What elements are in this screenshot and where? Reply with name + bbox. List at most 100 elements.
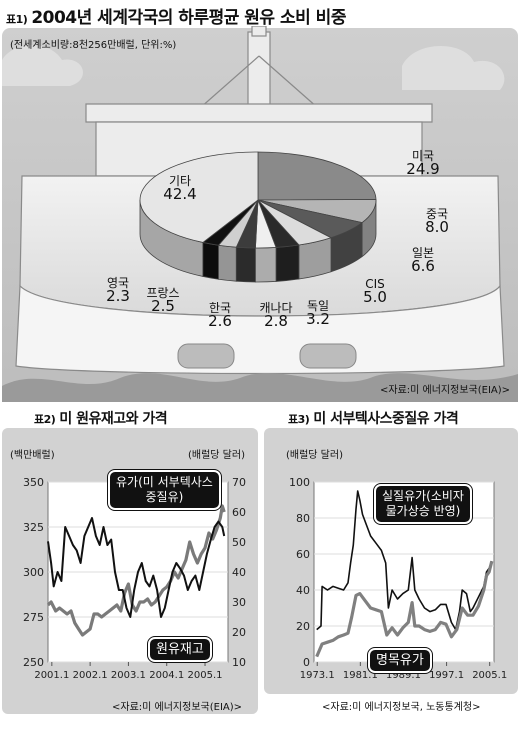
pie-side-8 xyxy=(202,241,219,280)
y-tick-left-1: 275 xyxy=(23,611,44,624)
chart2-title-row: 표2) 미 원유재고와 가격 xyxy=(34,408,168,428)
pie-label-japan-value: 6.6 xyxy=(411,257,435,275)
pie-label-germany-value: 3.2 xyxy=(306,310,330,328)
x-tick-1: 1981.1 xyxy=(343,670,378,681)
chart2-title: 미 원유재고와 가격 xyxy=(59,411,168,427)
pie-label-japan-name: 일본 xyxy=(411,246,435,260)
series-line-0 xyxy=(316,490,493,631)
chart3-callout-real-line2: 물가상승 반영) xyxy=(385,504,461,518)
series-line-0 xyxy=(46,504,226,637)
chart3-number: 표3) xyxy=(288,413,310,426)
pie-label-korea-name: 한국 xyxy=(208,301,232,315)
x-tick-0: 1973.1 xyxy=(300,670,335,681)
pie-label-china-value: 8.0 xyxy=(425,218,449,236)
x-tick-0: 2001.1 xyxy=(34,670,69,681)
y-tick-right-6: 70 xyxy=(232,476,246,489)
x-tick-3: 2004.1 xyxy=(149,670,184,681)
chart2-right-unit: (배럴당 달러) xyxy=(188,450,245,461)
pie-side-7 xyxy=(218,244,237,282)
pie-label-other: 기타 42.4 xyxy=(152,174,208,203)
x-tick-4: 2005.1 xyxy=(472,670,507,681)
sea-waves xyxy=(2,373,518,402)
pie-label-cis-value: 5.0 xyxy=(363,288,387,306)
pie-side-6 xyxy=(235,246,256,283)
chart3-callout-real-line1: 실질유가(소비자 xyxy=(382,489,464,503)
chart1-title: 2004년 세계각국의 하루평균 원유 소비 비중 xyxy=(31,8,346,28)
series-line-1 xyxy=(47,517,226,618)
chart2-callout-price: 유가(미 서부텍사스 중질유) xyxy=(108,470,221,510)
y-tick-right-2: 30 xyxy=(232,596,246,609)
pie-side-4 xyxy=(275,244,300,282)
x-tick-2: 2003.1 xyxy=(111,670,146,681)
chart2-number: 표2) xyxy=(34,413,56,426)
chart1-subtitle: (전세계소비량:8천256만배럴, 단위:%) xyxy=(10,40,177,51)
cloud-right xyxy=(402,45,505,90)
pie-label-canada-name: 캐나다 xyxy=(259,301,293,315)
chart2-callout-inventory: 원유재고 xyxy=(148,637,212,662)
pie-label-cis-name: CIS xyxy=(365,277,385,291)
pie-label-uk-name: 영국 xyxy=(106,276,130,290)
chart3-callout-nominal: 명목유가 xyxy=(368,648,432,673)
pie-label-other-value: 42.4 xyxy=(163,185,197,203)
y-tick-left-2: 300 xyxy=(23,566,44,579)
y-tick-left-3: 325 xyxy=(23,521,44,534)
series-line-1 xyxy=(315,560,494,658)
pie-label-france: 프랑스 2.5 xyxy=(138,286,188,315)
ship-porthole-left xyxy=(177,343,235,369)
chart2-source: <자료:미 에너지정보국(EIA)> xyxy=(112,702,243,713)
y-tick-right-1: 20 xyxy=(232,626,246,639)
x-tick-2: 1989.1 xyxy=(386,670,421,681)
chart1-number: 표1) xyxy=(6,13,28,26)
chart1-source: <자료:미 에너지정보국(EIA)> xyxy=(380,385,511,396)
pie-label-cis: CIS 5.0 xyxy=(350,277,400,306)
cloud-left xyxy=(2,45,84,86)
y-tick-left-4: 350 xyxy=(23,476,44,489)
pie-label-uk-value: 2.3 xyxy=(106,287,130,305)
pie-label-korea: 한국 2.6 xyxy=(195,301,245,330)
y-tick-right-0: 10 xyxy=(232,656,246,669)
pie-label-france-value: 2.5 xyxy=(151,297,175,315)
pie-label-canada-value: 2.8 xyxy=(264,312,288,330)
chart2-callout-price-line1: 유가(미 서부텍사스 xyxy=(116,475,213,489)
y-tick-left-3: 60 xyxy=(296,548,310,561)
chart3-callout-real: 실질유가(소비자 물가상승 반영) xyxy=(374,484,472,524)
y-tick-left-0: 250 xyxy=(23,656,44,669)
chart2-plot: 250 275 300 325 350 10 20 30 40 50 60 70 2001.1 2002.… xyxy=(23,476,246,681)
pie-label-france-name: 프랑스 xyxy=(146,286,180,300)
y-tick-left-4: 80 xyxy=(296,512,310,525)
y-tick-left-5: 100 xyxy=(289,476,310,489)
pie-label-other-name: 기타 xyxy=(168,174,192,188)
chart3-unit: (배럴당 달러) xyxy=(286,450,343,461)
pie-slice-9 xyxy=(139,151,259,243)
y-tick-right-5: 60 xyxy=(232,506,246,519)
pie-chart xyxy=(139,151,377,283)
pie-label-usa-value: 24.9 xyxy=(406,160,440,178)
chart3-title-row: 표3) 미 서부텍사스중질유 가격 xyxy=(288,408,459,428)
ship-porthole-right xyxy=(299,343,357,369)
pie-label-japan: 일본 6.6 xyxy=(398,246,448,275)
x-tick-3: 1997.1 xyxy=(429,670,464,681)
chart2-left-unit: (백만배럴) xyxy=(10,450,55,461)
pie-label-germany-name: 독일 xyxy=(306,299,330,313)
chart2-callout-price-line2: 중질유) xyxy=(145,490,184,504)
chart1-title-row: 표1) 2004년 세계각국의 하루평균 원유 소비 비중 xyxy=(6,3,346,28)
y-tick-left-2: 40 xyxy=(296,584,310,597)
pie-side-5 xyxy=(255,247,277,283)
pie-label-korea-value: 2.6 xyxy=(208,312,232,330)
y-tick-left-0: 0 xyxy=(303,656,310,669)
pie-slice-0 xyxy=(257,151,377,201)
y-tick-right-4: 50 xyxy=(232,536,246,549)
x-tick-4: 2005.1 xyxy=(188,670,223,681)
pie-label-canada: 캐나다 2.8 xyxy=(248,301,304,330)
chart3-title: 미 서부텍사스중질유 가격 xyxy=(313,411,459,427)
pie-label-uk: 영국 2.3 xyxy=(93,276,143,305)
chart3-source: <자료:미 에너지정보국, 노동통계청> xyxy=(322,702,481,713)
pie-label-china-name: 중국 xyxy=(425,207,449,221)
pie-label-germany: 독일 3.2 xyxy=(293,299,343,328)
x-tick-1: 2002.1 xyxy=(73,670,108,681)
pie-label-usa-name: 미국 xyxy=(411,149,435,163)
pie-label-china: 중국 8.0 xyxy=(412,207,462,236)
y-tick-right-3: 40 xyxy=(232,566,246,579)
y-tick-left-1: 20 xyxy=(296,620,310,633)
pie-label-usa: 미국 24.9 xyxy=(398,149,448,178)
